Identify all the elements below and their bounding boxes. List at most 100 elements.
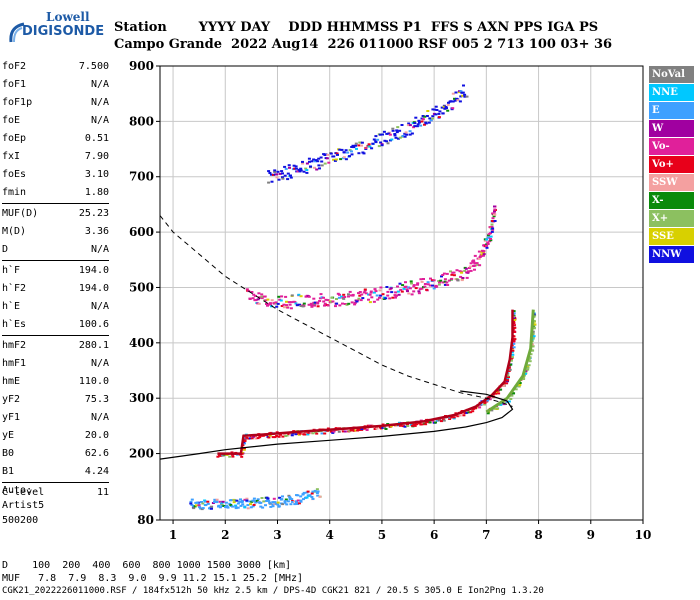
param-name: hmF2 [2, 340, 27, 351]
echo-mark [464, 267, 468, 270]
echo-mark [393, 134, 397, 137]
echo-mark [533, 323, 537, 326]
echo-mark [455, 269, 459, 272]
auto-program: Artist5 [2, 500, 45, 511]
echo-mark [458, 100, 462, 103]
echo-mark [467, 267, 471, 269]
echo-mark [347, 302, 351, 305]
echo-mark [233, 499, 237, 502]
echo-mark [369, 290, 373, 293]
legend-item-x-: X- [649, 192, 694, 209]
echo-mark [383, 139, 387, 142]
echo-mark [282, 306, 286, 309]
echo-mark [428, 117, 432, 120]
echo-mark [463, 93, 467, 96]
echo-mark [350, 146, 354, 148]
echo-mark [302, 302, 306, 305]
echo-mark [315, 492, 319, 494]
echo-mark [254, 501, 258, 504]
echo-mark [235, 499, 239, 502]
echo-mark [490, 409, 494, 412]
echo-mark [455, 278, 459, 281]
echo-mark [524, 372, 527, 375]
echo-mark [346, 151, 350, 154]
echo-mark [189, 500, 193, 503]
echo-mark [271, 505, 275, 508]
echo-mark [437, 112, 441, 115]
echo-mark [412, 126, 416, 129]
param-foep: foEp 0.51 [2, 130, 109, 148]
echo-mark [285, 434, 289, 437]
echo-mark [499, 403, 503, 406]
param-value: 1.80 [84, 187, 109, 198]
echo-mark [290, 434, 294, 437]
echo-mark [399, 424, 402, 427]
echo-mark [390, 291, 394, 294]
echo-mark [414, 116, 418, 119]
echo-mark [294, 433, 298, 436]
echo-mark [360, 293, 364, 296]
echo-mark [475, 262, 479, 265]
echo-mark [257, 292, 261, 295]
echo-mark [311, 497, 315, 500]
echo-mark [387, 132, 391, 135]
echo-mark [215, 501, 219, 504]
auto-version: 500200 [2, 515, 39, 526]
echo-mark [340, 295, 344, 298]
logo-text-digisonde: DIGISONDE [22, 24, 105, 39]
echo-mark [337, 296, 341, 299]
header-values: Campo Grande 2022 Aug14 226 011000 RSF 0… [114, 37, 613, 52]
echo-mark [467, 411, 471, 414]
param-value: 280.1 [78, 340, 109, 351]
param-fof1: foF1 N/A [2, 76, 109, 94]
echo-mark [512, 330, 516, 333]
echo-mark [407, 122, 411, 125]
echo-mark [313, 166, 316, 169]
echo-mark [386, 142, 390, 145]
echo-mark [215, 498, 219, 501]
echo-mark [445, 281, 449, 284]
echo-mark [201, 507, 205, 510]
echo-mark [443, 280, 447, 283]
x-tick-label: 8 [534, 528, 542, 542]
echo-mark [310, 160, 314, 163]
echo-mark [358, 291, 362, 293]
echo-mark [404, 281, 407, 284]
echo-mark [311, 490, 315, 493]
echo-mark [473, 264, 477, 267]
echo-mark [318, 167, 321, 170]
echo-mark [514, 388, 518, 391]
echo-mark [363, 427, 367, 430]
echo-mark [253, 294, 257, 297]
echo-mark [286, 172, 290, 175]
echo-mark [239, 504, 243, 507]
logo-text-lowell: Lowell [46, 10, 90, 24]
echo-mark [398, 282, 402, 285]
echo-mark [493, 205, 496, 208]
echo-mark [243, 442, 246, 445]
param-name: yE [2, 430, 15, 441]
param-separator [2, 203, 109, 205]
echo-mark [357, 144, 361, 147]
echo-mark [304, 167, 308, 170]
echo-mark [518, 382, 522, 384]
echo-mark [307, 157, 311, 160]
echo-mark [332, 158, 336, 161]
echo-mark [434, 421, 437, 424]
echo-mark [286, 500, 290, 503]
echo-mark [518, 384, 522, 386]
echo-mark [298, 432, 302, 435]
echo-mark [307, 431, 311, 434]
echo-mark [356, 299, 360, 302]
echo-mark [248, 297, 252, 300]
echo-mark [252, 499, 256, 502]
echo-mark [416, 123, 420, 126]
echo-mark [332, 430, 336, 433]
echo-mark [381, 297, 385, 300]
echo-mark [469, 411, 473, 414]
echo-mark [418, 121, 421, 124]
echo-mark [224, 501, 228, 504]
echo-mark [348, 290, 352, 293]
echo-mark [290, 500, 294, 503]
echo-mark [252, 497, 256, 500]
